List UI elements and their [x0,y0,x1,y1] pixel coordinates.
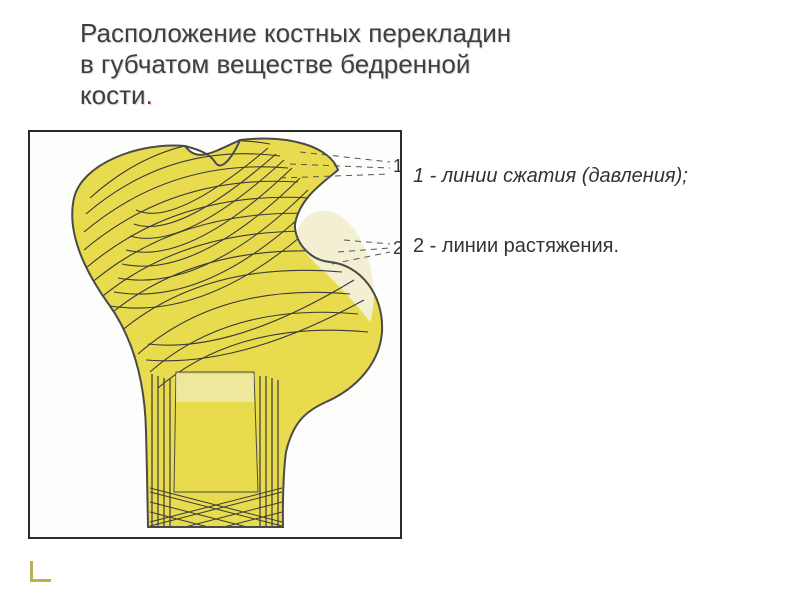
figure-label-1: 1 [393,156,400,176]
title-line3: кости [80,80,146,110]
corner-accent-icon [30,564,48,582]
legend-item-2: 2 - линии растяжения. [413,235,619,258]
medullary-cavity-top [176,374,254,402]
figure-frame: 1 2 [28,130,402,539]
legend-1-num: 1 [413,165,424,187]
legend-1-text: - линии сжатия (давления); [424,165,688,187]
legend-item-1: 1 - линии сжатия (давления); [413,165,688,188]
title-line1: Расположение костных перекладин [80,18,511,48]
slide-title: Расположение костных перекладин в губчат… [80,18,760,112]
title-period: . [146,80,153,110]
legend-2-text: 2 - линии растяжения. [413,235,619,257]
bone-diagram: 1 2 [30,132,400,537]
title-line2: в губчатом веществе бедренной [80,49,470,79]
figure-label-2: 2 [393,238,400,258]
